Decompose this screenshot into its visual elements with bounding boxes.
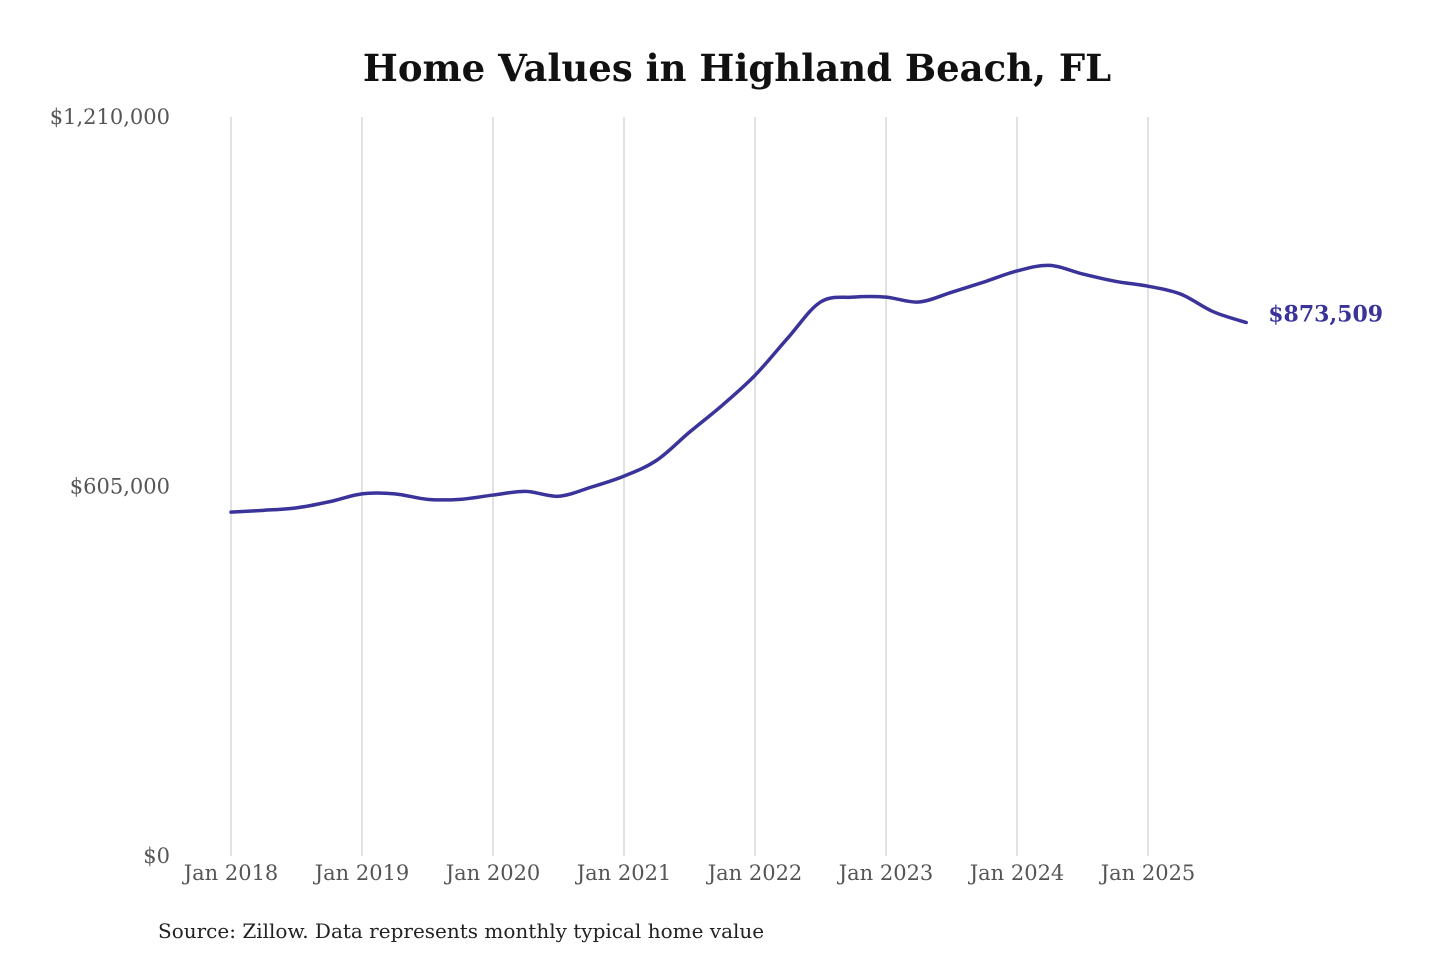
x-tick-label: Jan 2021: [575, 861, 672, 885]
y-tick-label: $605,000: [70, 475, 170, 499]
y-tick-label: $1,210,000: [50, 105, 170, 129]
source-note: Source: Zillow. Data represents monthly …: [158, 919, 764, 943]
series-line: [229, 263, 1248, 514]
chart-title: Home Values in Highland Beach, FL: [363, 46, 1111, 90]
x-tick-label: Jan 2018: [182, 861, 279, 885]
y-tick-label: $0: [143, 844, 170, 868]
x-tick-label: Jan 2025: [1099, 861, 1196, 885]
x-tick-label: Jan 2023: [837, 861, 934, 885]
end-value-label: $873,509: [1268, 302, 1383, 328]
x-tick-label: Jan 2024: [968, 861, 1065, 885]
x-tick-label: Jan 2019: [313, 861, 410, 885]
x-tick-label: Jan 2020: [444, 861, 541, 885]
x-tick-label: Jan 2022: [706, 861, 803, 885]
